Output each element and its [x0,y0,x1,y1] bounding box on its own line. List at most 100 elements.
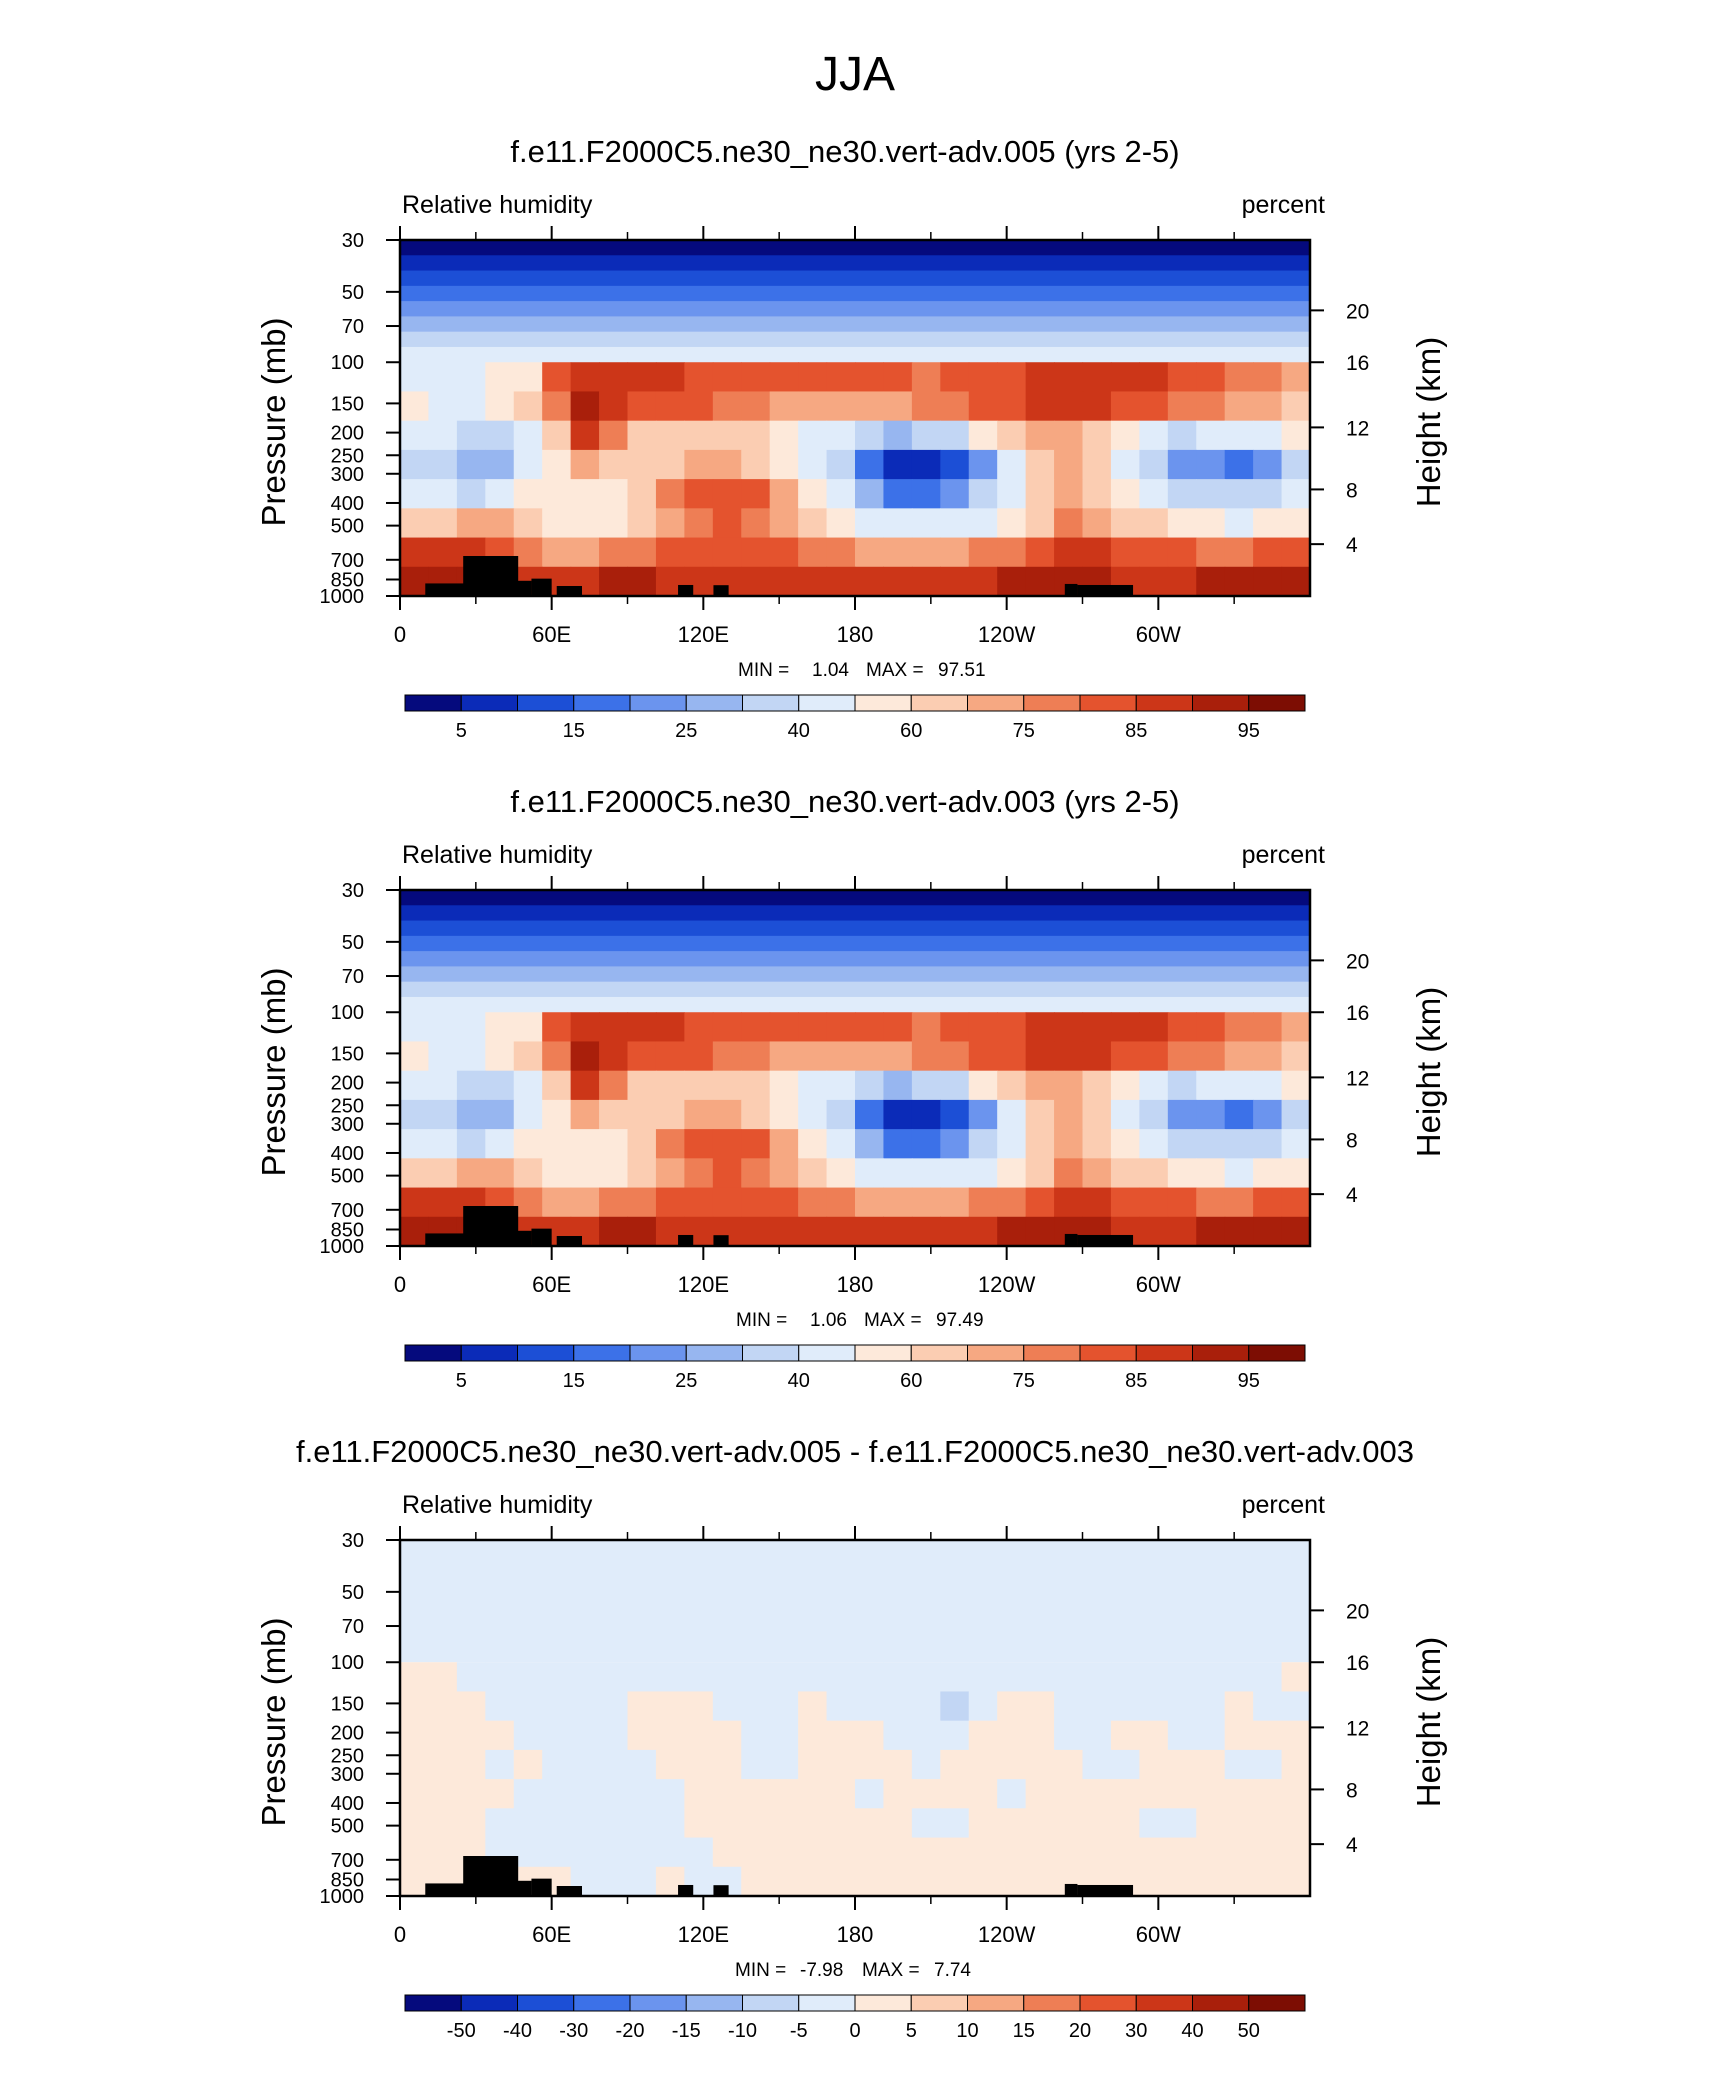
heatmap-cell [1253,1662,1283,1693]
panel-3: f.e11.F2000C5.ne30_ne30.vert-adv.005 - f… [255,1434,1447,2042]
heatmap-cell [655,537,685,568]
heatmap-cell [627,1779,657,1809]
heatmap-cell [1025,1099,1055,1130]
heatmap-cell [798,391,828,422]
heatmap-cell [1281,391,1311,422]
colorbar-label: -10 [728,2020,757,2042]
heatmap-cell [940,391,970,422]
heatmap-cell [1025,1749,1055,1780]
panel-2-max-label: MAX = [864,1310,922,1331]
heatmap-cell [400,420,430,451]
heatmap-cell [769,1837,799,1868]
panel-2-ylabel-right: Height (km) [1410,987,1447,1158]
heatmap-cell [1224,1866,1254,1897]
heatmap-cell [1082,537,1112,568]
panel-3-stats: MIN = -7.98 MAX = 7.74 [735,1960,971,1981]
heatmap-cell [627,1012,657,1043]
heatmap-cell [883,420,913,451]
height-tick-label: 8 [1346,479,1358,502]
heatmap-cell [798,566,828,597]
heatmap-cell [940,1099,970,1130]
panel-2-ylabel: Pressure (mb) [255,967,292,1176]
heatmap-cell [940,1720,970,1751]
y-tick-label: 50 [342,1582,364,1604]
stratosphere-band [400,240,1310,363]
heatmap-cell [684,1041,714,1072]
heatmap-cell [684,391,714,422]
panel-3-colorbar: -50 -40 -30 -20 -15 -10 -5 0 5 10 15 20 30 40 50 [404,1994,1306,2042]
heatmap-cell [655,1187,685,1218]
x-tick-label: 60E [532,622,571,647]
heatmap-cell [400,1041,430,1072]
heatmap-cell [1139,1691,1169,1722]
heatmap-cell [855,1041,885,1072]
heatmap-cell [1167,362,1197,393]
panel-2: f.e11.F2000C5.ne30_ne30.vert-adv.003 (yr… [255,784,1447,1392]
y-tick-label: 30 [342,880,364,902]
heatmap-cell [485,1041,515,1072]
heatmap-cell [769,1720,799,1751]
heatmap-cell [855,1691,885,1722]
heatmap-cell [599,362,629,393]
heatmap-cell [997,1720,1027,1751]
heatmap-cell [997,1216,1027,1247]
heatmap-cell [542,537,572,568]
heatmap-cell [570,1099,600,1130]
heatmap-cell [570,1012,600,1043]
height-tick-label: 4 [1346,534,1358,557]
heatmap-cell [741,1099,771,1130]
x-tick-label: 180 [837,622,874,647]
topography-block [1064,1233,1078,1246]
heatmap-cell [1167,1837,1197,1868]
heatmap-cell [911,1720,941,1751]
heatmap-cell [1167,1187,1197,1218]
heatmap-cell [997,1779,1027,1809]
heatmap-cell [940,1837,970,1868]
topography-block [1077,1234,1134,1246]
heatmap-cell [655,1837,685,1868]
heatmap-cell [570,1662,600,1693]
heatmap-cell [655,1662,685,1693]
heatmap-cell [400,316,1310,333]
heatmap-cell [1054,1041,1084,1072]
heatmap-cell [599,1158,629,1189]
heatmap-cell [855,1749,885,1780]
heatmap-cell [855,1808,885,1839]
heatmap-cell [627,1041,657,1072]
heatmap-cell [1253,362,1283,393]
heatmap-cell [1167,420,1197,451]
heatmap-cell [855,479,885,509]
heatmap-cell [826,1691,856,1722]
x-tick-label: 0 [394,622,406,647]
heatmap-cell [826,1158,856,1189]
heatmap-cell [1281,1041,1311,1072]
heatmap-cell [798,508,828,539]
heatmap-cell [428,1662,458,1693]
colorbar-label: 30 [1125,2020,1147,2042]
heatmap-cell [513,449,543,480]
heatmap-cell [1224,1720,1254,1751]
colorbar-label: 50 [1238,2020,1260,2042]
heatmap-cell [1025,1779,1055,1809]
heatmap-cell [741,479,771,509]
colorbar-label: 40 [788,720,810,742]
heatmap-cell [911,1662,941,1693]
heatmap-cell [456,1691,486,1722]
heatmap-cell [968,1749,998,1780]
heatmap-cell [513,1837,543,1868]
y-tick-label: 850 [331,1220,364,1242]
y-tick-label: 100 [331,1652,364,1674]
heatmap-cell [1082,1808,1112,1839]
heatmap-cell [684,1187,714,1218]
heatmap-cell [1196,1720,1226,1751]
colorbar-swatch [573,1344,631,1362]
heatmap-cell [769,449,799,480]
heatmap-cell [655,479,685,509]
heatmap-cell [883,1808,913,1839]
heatmap-cell [1281,1749,1311,1780]
heatmap-cell [1224,1070,1254,1101]
heatmap-cell [712,1691,742,1722]
topography-block [425,1233,476,1246]
